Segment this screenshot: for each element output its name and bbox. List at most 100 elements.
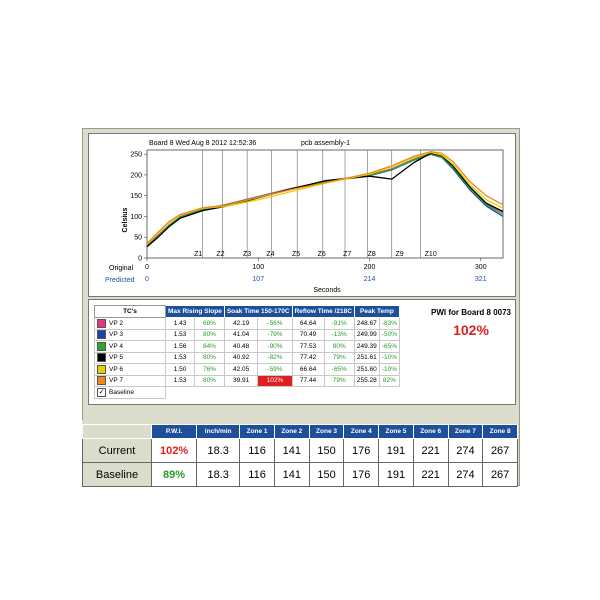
x-tick-label: 200: [364, 264, 376, 271]
y-tick-label: 100: [130, 214, 142, 221]
series-color-swatch: [97, 353, 106, 363]
slope-value: 1.56: [164, 340, 196, 353]
zone-panel: P.W.I. inch/min Zone 1 Zone 2 Zone 3 Zon…: [82, 420, 518, 487]
peak-pct: -10%: [378, 351, 400, 364]
pwi-cell: 102%: [150, 438, 198, 463]
pwi-header: P.W.I.: [150, 424, 198, 439]
soak-time-header: Soak Time 150-170C: [223, 305, 293, 318]
slope-value: 1.50: [164, 363, 196, 376]
slope-pct: 80%: [194, 328, 225, 341]
zone-2-header: Zone 2: [273, 424, 310, 439]
zone-label: Z9: [395, 251, 403, 258]
zone-1-header: Zone 1: [239, 424, 275, 439]
tc-name: VP 2: [109, 319, 123, 327]
soak-value: 41.04: [223, 328, 259, 341]
zone-5-header: Zone 5: [378, 424, 414, 439]
slope-pct: 68%: [194, 317, 225, 330]
soak-value: 40.48: [223, 340, 259, 353]
series-color-swatch: [97, 364, 106, 374]
series-color-swatch: [97, 330, 106, 340]
tc-name: VP 4: [109, 342, 123, 350]
slope-pct: 80%: [194, 351, 225, 364]
soak-pct: -56%: [257, 317, 293, 330]
table-cell: 221: [412, 438, 449, 463]
peak-value: 248.67: [353, 317, 380, 330]
table-cell: 176: [343, 438, 380, 463]
zone-label: Z10: [425, 251, 437, 258]
zone-4-header: Zone 4: [343, 424, 380, 439]
peak-value: 251.61: [353, 351, 380, 364]
reflow-value: 70.49: [291, 328, 325, 341]
y-tick-label: 50: [134, 235, 142, 242]
peak-value: 251.60: [353, 363, 380, 376]
x-tick-label: 0: [145, 264, 149, 271]
table-row: Current 102% 18.3 116 141 150 176 191 22…: [82, 438, 518, 463]
zone-label: Z8: [368, 251, 376, 258]
soak-pct: -59%: [257, 363, 293, 376]
slope-pct: 80%: [194, 374, 225, 387]
series-color-swatch: [97, 318, 106, 328]
predicted-tick-label: 0: [145, 276, 149, 283]
table-cell: 267: [482, 438, 518, 463]
soak-pct: -79%: [257, 328, 293, 341]
zone-label: Z6: [318, 251, 326, 258]
table-row: VP 6 1.50 76% 42.05 -59% 66.64 -65% 251.…: [94, 363, 400, 376]
slope-pct: 76%: [194, 363, 225, 376]
table-cell: 150: [308, 438, 345, 463]
zone-table: P.W.I. inch/min Zone 1 Zone 2 Zone 3 Zon…: [82, 424, 518, 487]
y-tick-label: 150: [130, 193, 142, 200]
soak-value: 42.19: [223, 317, 259, 330]
tc-header: TC's: [94, 305, 166, 318]
reflow-value: 66.64: [291, 363, 325, 376]
reflow-pct: 80%: [323, 340, 355, 353]
table-cell: 141: [273, 462, 310, 487]
table-row: VP 3 1.53 80% 41.04 -79% 70.49 -13% 249.…: [94, 328, 400, 341]
chart-header-board: Board 8 Wed Aug 8 2012 12:52:36: [149, 140, 256, 147]
predicted-tick-label: 214: [364, 276, 376, 283]
peak-pct: -10%: [378, 363, 400, 376]
x-tick-label: 100: [252, 264, 264, 271]
soak-value: 42.05: [223, 363, 259, 376]
baseline-row[interactable]: ✓ Baseline: [94, 386, 400, 399]
chart-header-assembly: pcb assembly-1: [301, 140, 350, 147]
peak-value: 249.39: [353, 340, 380, 353]
table-cell: 191: [378, 462, 414, 487]
reflow-pct: -65%: [323, 363, 355, 376]
speed-header: inch/min: [196, 424, 241, 439]
table-row: VP 2 1.43 68% 42.19 -56% 64.64 -91% 248.…: [94, 317, 400, 330]
table-cell: 191: [378, 438, 414, 463]
reflow-value: 64.64: [291, 317, 325, 330]
zone-3-header: Zone 3: [308, 424, 345, 439]
table-row: VP 7 1.53 80% 39.91 102% 77.44 79% 255.2…: [94, 374, 400, 387]
zone-7-header: Zone 7: [447, 424, 484, 439]
table-row: Baseline 89% 18.3 116 141 150 176 191 22…: [82, 462, 518, 487]
y-tick-label: 200: [130, 172, 142, 179]
baseline-label: Baseline: [109, 388, 134, 396]
max-rising-slope-header: Max Rising Slope: [165, 305, 225, 318]
table-row: VP 5 1.53 80% 40.92 -82% 77.42 79% 251.6…: [94, 351, 400, 364]
peak-pct: -65%: [378, 340, 400, 353]
predicted-tick-label: 321: [475, 276, 487, 283]
reflow-pct: -13%: [323, 328, 355, 341]
soak-pct: -90%: [257, 340, 293, 353]
baseline-checkbox[interactable]: ✓: [97, 387, 106, 397]
slope-value: 1.53: [164, 374, 196, 387]
soak-pct: -82%: [257, 351, 293, 364]
reflow-value: 77.53: [291, 340, 325, 353]
slope-value: 1.43: [164, 317, 196, 330]
reflow-time-header: Reflow Time /218C: [291, 305, 355, 318]
table-cell: 150: [308, 462, 345, 487]
tc-name: VP 3: [109, 331, 123, 339]
profile-chart-panel: Board 8 Wed Aug 8 2012 12:52:36 pcb asse…: [88, 133, 516, 297]
peak-pct: -50%: [378, 328, 400, 341]
pwi-summary: PWI for Board 8 0073 102%: [429, 308, 513, 338]
table-cell: 176: [343, 462, 380, 487]
zone-label: Z3: [243, 251, 251, 258]
zone-8-header: Zone 8: [482, 424, 518, 439]
tc-name: VP 7: [109, 377, 123, 385]
peak-pct: -83%: [378, 317, 400, 330]
reflow-pct: 79%: [323, 351, 355, 364]
reflow-pct: -91%: [323, 317, 355, 330]
pwi-title: PWI for Board 8 0073: [430, 308, 512, 317]
soak-pct-alert: 102%: [257, 374, 293, 387]
